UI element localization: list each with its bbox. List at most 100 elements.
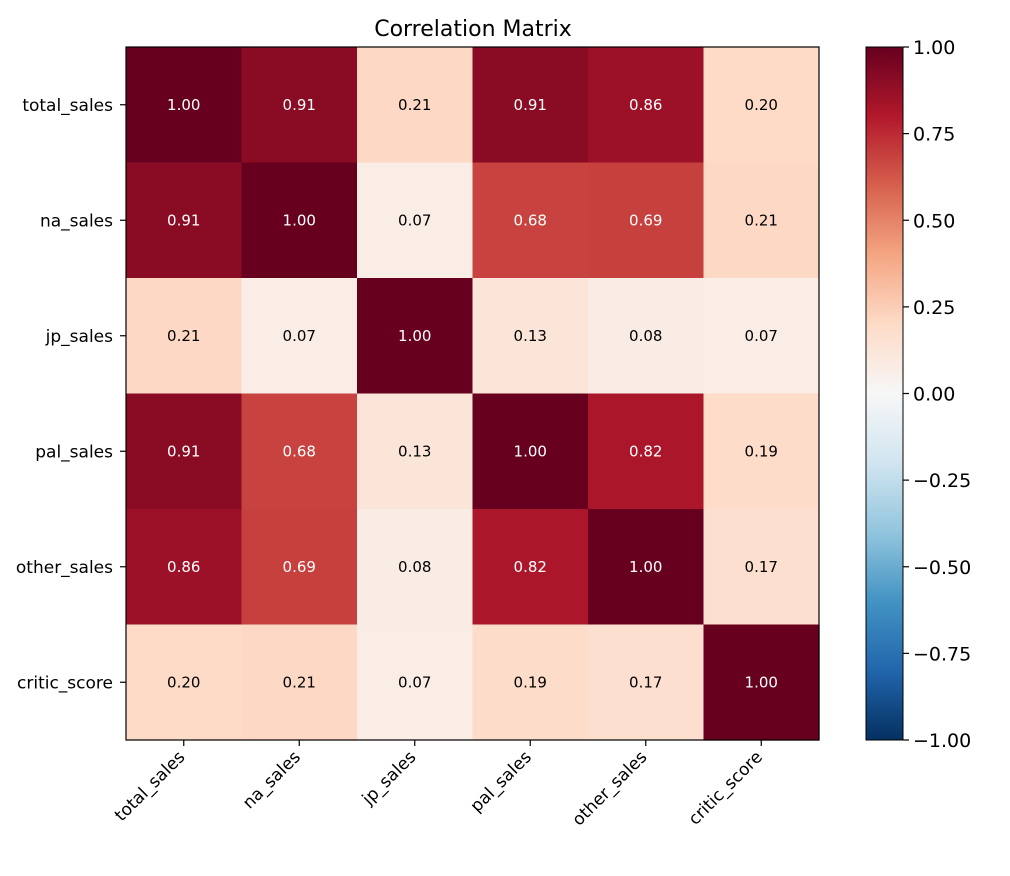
- heatmap-cell: [588, 393, 705, 510]
- heatmap-cell-label: 0.82: [629, 442, 662, 460]
- heatmap-cell-label: 1.00: [514, 442, 547, 460]
- colorbar-tick-label: 1.00: [913, 37, 955, 59]
- heatmap-cell-labels: 1.00 0.91 0.21 0.91 0.86 0.20 0.91 1.00 0.07 0.68…: [167, 96, 778, 692]
- heatmap-cell: [703, 393, 820, 510]
- heatmap-cell: [588, 47, 705, 164]
- heatmap-frame: [125, 46, 820, 741]
- heatmap-cell-label: 0.21: [283, 673, 316, 691]
- heatmap-cell: [472, 162, 589, 279]
- heatmap-cell: [126, 278, 243, 395]
- heatmap-cell: [357, 47, 474, 164]
- heatmap-cell-label: 0.17: [745, 558, 778, 576]
- heatmap-cell: [472, 47, 589, 164]
- heatmap-cell-label: 0.91: [167, 442, 200, 460]
- heatmap-cell-label: 0.68: [283, 442, 316, 460]
- y-tick-label: total_sales: [22, 96, 113, 116]
- heatmap-cell: [703, 509, 820, 626]
- heatmap-cell-label: 0.08: [629, 327, 662, 345]
- colorbar-tick-label: −0.75: [913, 643, 971, 665]
- heatmap-cell-label: 1.00: [167, 96, 200, 114]
- heatmap-cell-label: 0.07: [398, 211, 431, 229]
- heatmap-cell-label: 1.00: [745, 673, 778, 691]
- heatmap-cell-label: 0.08: [398, 558, 431, 576]
- colorbar-tick-label: −0.50: [913, 557, 971, 579]
- heatmap-cell: [126, 393, 243, 510]
- heatmap-cell-label: 0.17: [629, 673, 662, 691]
- heatmap-cell: [703, 624, 820, 741]
- heatmap-cell-label: 0.91: [514, 96, 547, 114]
- heatmap-cell-label: 0.07: [283, 327, 316, 345]
- heatmap-cell-label: 0.91: [283, 96, 316, 114]
- colorbar-tick-label: 0.75: [913, 124, 955, 146]
- heatmap-cell: [241, 162, 358, 279]
- heatmap-cell-label: 1.00: [629, 558, 662, 576]
- chart-title: Correlation Matrix: [374, 17, 572, 42]
- heatmap-cell: [126, 162, 243, 279]
- y-axis: total_sales na_sales jp_sales pal_salesothe…: [16, 96, 126, 693]
- heatmap-cell: [357, 509, 474, 626]
- heatmap-cell-label: 0.86: [167, 558, 200, 576]
- heatmap-cell: [472, 278, 589, 395]
- colorbar-ticks: 1.00 0.75 0.50 0.25 0.00 −0.25 −0.50 −0.75 −1.00: [903, 37, 971, 752]
- heatmap-cell: [357, 624, 474, 741]
- heatmap-cell-label: 0.20: [167, 673, 200, 691]
- heatmap-cell: [472, 393, 589, 510]
- y-tick-label: na_sales: [40, 211, 113, 231]
- heatmap-cell-label: 0.21: [398, 96, 431, 114]
- heatmap-cell: [703, 278, 820, 395]
- y-tick-label: pal_sales: [35, 442, 113, 462]
- heatmap-cell-label: 0.86: [629, 96, 662, 114]
- x-tick-label: total_sales: [111, 747, 189, 825]
- heatmap-cell: [703, 47, 820, 164]
- heatmap-cell: [126, 47, 243, 164]
- heatmap-cell-label: 0.82: [514, 558, 547, 576]
- heatmap-cell-label: 0.69: [283, 558, 316, 576]
- heatmap-cell-label: 0.19: [514, 673, 547, 691]
- heatmap-cell-label: 0.07: [398, 673, 431, 691]
- heatmap-cell-label: 1.00: [398, 327, 431, 345]
- colorbar-gradient: [865, 46, 904, 741]
- heatmap-cell: [126, 509, 243, 626]
- colorbar-tick-label: 0.25: [913, 297, 955, 319]
- heatmap-cell: [241, 278, 358, 395]
- heatmap-cell: [588, 278, 705, 395]
- y-tick-label: other_sales: [16, 558, 113, 578]
- heatmap-cell-label: 0.19: [745, 442, 778, 460]
- colorbar: 1.00 0.75 0.50 0.25 0.00 −0.25 −0.50 −0.75 −1.00: [865, 37, 971, 752]
- colorbar-tick-label: 0.50: [913, 210, 955, 232]
- heatmap-cell: [241, 47, 358, 164]
- x-tick-label: pal_sales: [467, 747, 536, 816]
- heatmap-cell-label: 0.21: [745, 211, 778, 229]
- heatmap-cell-label: 0.69: [629, 211, 662, 229]
- heatmap-cell: [703, 162, 820, 279]
- x-axis: total_sales na_sales jp_sales pal_sales othe…: [111, 740, 767, 830]
- heatmap-cell-label: 0.91: [167, 211, 200, 229]
- heatmap-cell: [241, 393, 358, 510]
- heatmap-cell-label: 0.68: [514, 211, 547, 229]
- heatmap-cell: [588, 162, 705, 279]
- heatmap-cell: [357, 162, 474, 279]
- x-tick-label: critic_score: [685, 747, 767, 829]
- heatmap-cell: [588, 624, 705, 741]
- colorbar-tick-label: −0.25: [913, 470, 971, 492]
- heatmap-cell-label: 0.13: [398, 442, 431, 460]
- heatmap-cell: [472, 624, 589, 741]
- y-tick-label: jp_sales: [45, 327, 113, 347]
- colorbar-tick-label: −1.00: [913, 730, 971, 752]
- colorbar-tick-label: 0.00: [913, 384, 955, 406]
- heatmap-cell: [472, 509, 589, 626]
- heatmap-cells: [126, 47, 820, 741]
- heatmap-cell-label: 0.13: [514, 327, 547, 345]
- heatmap-cell: [126, 624, 243, 741]
- heatmap-cell-label: 0.07: [745, 327, 778, 345]
- heatmap-cell: [241, 624, 358, 741]
- heatmap-cell: [357, 278, 474, 395]
- heatmap-cell: [241, 509, 358, 626]
- heatmap-cell-label: 1.00: [283, 211, 316, 229]
- heatmap-cell: [588, 509, 705, 626]
- heatmap-cell-label: 0.21: [167, 327, 200, 345]
- x-tick-label: na_sales: [239, 747, 305, 813]
- heatmap-cell: [357, 393, 474, 510]
